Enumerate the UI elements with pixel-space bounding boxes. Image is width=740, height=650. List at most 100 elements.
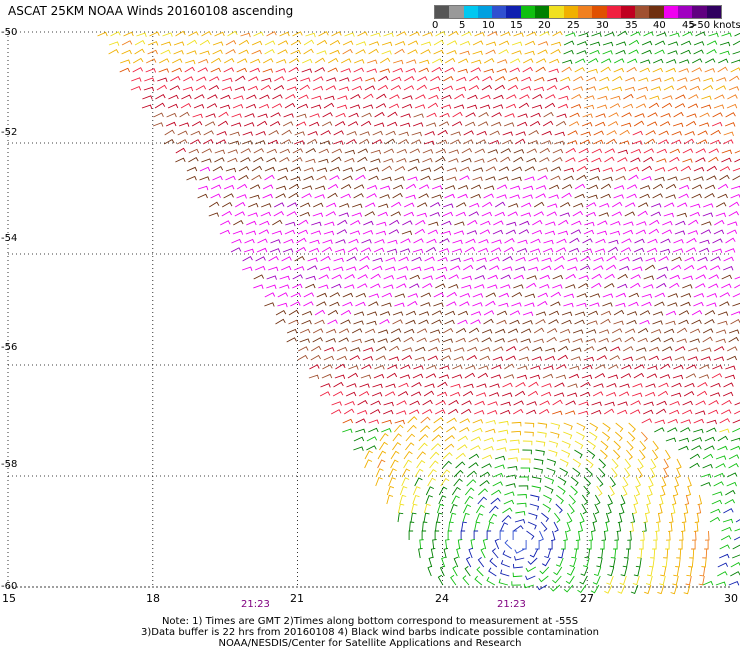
- wind-barb: [685, 373, 697, 379]
- wind-barb: [269, 120, 281, 127]
- wind-barb: [583, 485, 591, 496]
- wind-barb: [245, 230, 257, 236]
- wind-barb: [726, 472, 738, 478]
- wind-barb: [448, 274, 459, 280]
- wind-barb: [420, 41, 432, 47]
- wind-barb: [302, 58, 313, 64]
- wind-barb: [379, 441, 388, 451]
- wind-barb: [498, 49, 509, 55]
- wind-barb: [697, 130, 708, 136]
- wind-barb: [437, 257, 448, 262]
- wind-barb: [533, 338, 544, 344]
- wind-barb: [584, 95, 595, 100]
- wind-barb: [595, 364, 606, 370]
- wind-barb: [454, 93, 465, 100]
- wind-barb: [546, 85, 558, 91]
- wind-barb: [615, 422, 624, 433]
- wind-barb: [648, 476, 654, 488]
- wind-barb: [658, 382, 669, 388]
- wind-barb: [234, 211, 246, 217]
- wind-barb: [579, 391, 591, 397]
- wind-barb: [283, 113, 294, 118]
- wind-barb: [466, 479, 477, 487]
- wind-barb: [566, 521, 571, 533]
- wind-barb: [662, 557, 668, 568]
- wind-barb: [505, 345, 517, 352]
- wind-barb: [713, 481, 724, 487]
- wind-barb: [368, 41, 380, 46]
- wind-barb: [678, 540, 683, 550]
- wind-barb: [635, 103, 647, 109]
- wind-barb: [587, 184, 599, 190]
- wind-barb: [351, 212, 363, 217]
- wind-barb: [703, 77, 714, 83]
- wind-barb: [444, 185, 456, 190]
- wind-barb: [597, 95, 608, 101]
- wind-barb: [598, 212, 610, 217]
- wind-barb: [581, 374, 593, 380]
- wind-barb: [479, 471, 491, 478]
- wind-barb: [475, 265, 487, 271]
- wind-barb: [472, 50, 483, 56]
- wind-barb: [279, 31, 290, 37]
- wind-barb: [353, 436, 365, 442]
- wind-barb: [334, 120, 346, 127]
- wind-barb: [574, 319, 585, 325]
- wind-barb: [452, 364, 463, 370]
- wind-barb: [377, 459, 386, 469]
- wind-barb: [223, 57, 235, 64]
- wind-barb: [531, 229, 543, 235]
- wind-barb: [678, 319, 689, 325]
- wind-barb: [691, 445, 702, 451]
- wind-barb: [652, 540, 657, 550]
- wind-barb: [329, 292, 341, 298]
- wind-barb: [556, 238, 567, 244]
- wind-barb: [597, 346, 608, 352]
- wind-barb: [645, 383, 656, 388]
- wind-barb: [580, 256, 591, 262]
- wind-barb: [316, 301, 327, 307]
- wind-barb: [385, 130, 396, 136]
- wind-barb: [284, 229, 296, 235]
- wind-barb: [483, 185, 495, 190]
- wind-barb: [464, 121, 476, 127]
- wind-barb: [583, 346, 595, 352]
- wind-barb: [606, 255, 617, 262]
- wind-barb: [337, 95, 348, 100]
- wind-barb: [578, 401, 589, 406]
- wind-barb: [157, 77, 168, 83]
- wind-barb: [724, 498, 735, 505]
- wind-barb: [442, 211, 454, 217]
- wind-barb: [334, 374, 346, 379]
- wind-barb: [433, 39, 445, 46]
- wind-barb: [205, 113, 216, 118]
- wind-barb: [537, 49, 548, 55]
- wind-barb: [706, 175, 717, 181]
- wind-barb: [541, 130, 552, 136]
- wind-barb: [511, 291, 523, 298]
- wind-barb: [386, 485, 395, 496]
- wind-barb: [680, 419, 692, 424]
- wind-barb: [730, 437, 740, 442]
- wind-barb: [309, 113, 320, 118]
- wind-barb: [314, 194, 325, 199]
- wind-barb: [490, 247, 502, 253]
- wind-barb: [394, 41, 406, 46]
- wind-barb: [708, 399, 719, 406]
- wind-barb: [721, 283, 732, 289]
- wind-barb: [589, 302, 600, 307]
- wind-barb: [419, 59, 430, 65]
- wind-barb: [489, 505, 499, 514]
- wind-barb: [576, 50, 587, 55]
- wind-barb: [625, 77, 636, 82]
- wind-barb: [526, 31, 537, 37]
- wind-barb: [541, 557, 551, 567]
- wind-barb: [587, 440, 596, 450]
- wind-barb: [658, 256, 669, 262]
- wind-barb: [656, 148, 668, 154]
- wind-barb: [383, 32, 394, 38]
- wind-barb: [496, 438, 508, 443]
- wind-barb: [704, 192, 715, 199]
- wind-barb: [312, 328, 324, 334]
- wind-barb: [719, 418, 730, 424]
